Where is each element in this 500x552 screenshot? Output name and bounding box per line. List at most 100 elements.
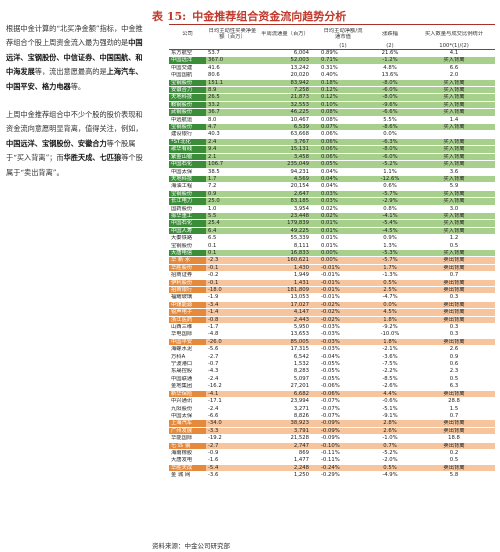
cell-change: -2.0% [367,457,413,464]
cell-net-amount: -5.6 [206,346,259,353]
cell-change: 0.5% [367,279,413,286]
cell-change: -2.2% [367,368,413,375]
cell-ratio-stat: 28.8 [413,398,495,405]
table-row: 振华重工 5.5 23,448 0.02% -4.1% 买入背离 [169,212,495,221]
cell-float: 181,809 [259,287,315,294]
cell-net-amount: 7.2 [206,183,259,190]
cell-float: 4,147 [259,309,315,316]
table-row: 紫金山银 2.1 3,458 0.06% -6.0% 买入背离 [169,153,495,162]
cell-ratio-stat: 5.9 [413,183,495,190]
cell-change: -1.0% [367,435,413,442]
cell-net-ratio: 0.04% [315,168,367,175]
cell-net-ratio: 0.40% [315,72,367,79]
cell-net-ratio: -0.02% [315,309,367,316]
table-row: 华胜股份 -0.1 1,430 -0.01% 1.7% 卖出背离 [169,264,495,273]
cell-float: 55,339 [259,235,315,242]
cell-ratio-stat [413,131,495,138]
cell-company: 武钢股份 [169,109,206,116]
cell-ratio-stat: 卖出背离 [413,464,495,472]
header-net-ratio: 日均主动净额/流通市值 [323,27,363,41]
cell-company: 招商证券 [169,272,206,279]
cell-float: 3,954 [259,205,315,212]
cell-ratio-stat: 0.5 [413,457,495,464]
cell-change: 1.1% [367,168,413,175]
cell-net-amount: -3.4 [206,301,259,309]
cell-change: -1.3% [367,272,413,279]
table-row: 招商银行 -18.0 181,809 -0.01% 2.5% 卖出背离 [169,287,495,295]
cell-company: 九阳股份 [169,405,206,412]
cell-float: 6,539 [259,124,315,131]
cell-ratio-stat: 卖出背离 [413,420,495,427]
cell-net-amount: 1.7 [206,175,259,183]
cell-change: 1.8% [367,316,413,324]
cell-company: 大唐发电 [169,457,206,464]
cell-change: -4.9% [367,472,413,479]
cell-net-amount: -1.7 [206,324,259,331]
cell-net-amount: 36.7 [206,109,259,116]
cell-change: -6.0% [367,153,413,161]
cell-float: 1,430 [259,264,315,272]
cell-ratio-stat: 0.5 [413,375,495,383]
cell-net-ratio: 0.01% [315,227,367,235]
table-row: 华电国际 -4.8 13,653 -0.03% -10.0% 0.3 [169,331,495,339]
cell-company: 海螺水泥 [169,346,206,353]
cell-company: 中国远洋 [169,57,206,64]
cell-net-amount: 6.4 [206,227,259,235]
table-row: 金地集团 -16.2 27,201 -0.06% -2.6% 6.3 [169,383,495,391]
cell-float: 235,049 [259,161,315,168]
cell-change: -5.3% [367,249,413,257]
cell-net-amount: -16.2 [206,383,259,390]
cell-company: 宁波港口 [169,361,206,368]
table-row: *ST北化 2.4 3,767 0.06% -6.3% 买入背离 [169,138,495,147]
cell-net-amount: 1.0 [206,205,259,212]
cell-net-amount: -1.9 [206,294,259,301]
table-row: 中煤能源 -3.4 17,027 -0.02% 0.0% 卖出背离 [169,301,495,310]
cell-company: 广州发展 [169,427,206,435]
cell-net-amount: -2.7 [206,353,259,361]
header-company: 公司 [182,30,193,37]
cell-ratio-stat: 2.3 [413,368,495,375]
cell-float: 2,747 [259,442,315,449]
cell-net-ratio: 0.06% [315,146,367,153]
cell-float: 6,004 [259,50,315,57]
cell-company: 浙江医药 [169,316,206,324]
cell-change: 1.7% [367,264,413,272]
cell-float: 13,242 [259,64,315,72]
cell-float: 85,005 [259,338,315,346]
cell-ratio-stat: 6.6 [413,64,495,72]
cell-company: 新华保险 [169,390,206,398]
cell-net-ratio: -0.02% [315,301,367,309]
cell-net-amount: -17.1 [206,398,259,405]
cell-net-amount: 38.5 [206,168,259,175]
cell-company: 安徽合力 [169,87,206,94]
cell-net-ratio: -0.03% [315,346,367,353]
table-row: 天地科技 26.5 21,873 0.12% -8.0% 买入背离 [169,94,495,102]
table-row: 中国石化 25.4 179,839 0.01% -5.4% 买入背离 [169,220,495,228]
cell-net-ratio: -0.04% [315,353,367,361]
cell-net-ratio: 0.18% [315,79,367,87]
cell-net-amount: 4.7 [206,124,259,131]
fund-flow-table: 公司 日均主动性买卖净金额（百万） 半周流通量（百万） 日均主动净额/流通市值 … [169,24,495,480]
cell-ratio-stat: 卖出背离 [413,309,495,316]
cell-net-ratio: 0.12% [315,87,367,94]
cell-net-ratio: 0.31% [315,64,367,72]
cell-change: -5.7% [367,257,413,264]
cell-net-amount: 106.7 [206,161,259,168]
cell-change: 0.5% [367,464,413,472]
cell-company: 金地集团 [169,383,206,390]
cell-company: 宝钢股份 [169,190,206,198]
cell-ratio-stat: 卖出背离 [413,442,495,449]
cell-float: 1,532 [259,361,315,368]
cell-net-amount: 53.7 [206,50,259,57]
cell-net-ratio: -0.07% [315,398,367,405]
cell-float: 7,258 [259,87,315,94]
cell-company: 中国太保 [169,168,206,175]
table-row: 中国联通 -2.4 5,097 -0.05% -8.5% 0.5 [169,375,495,384]
cell-net-amount: 6.5 [206,235,259,242]
cell-change: -10.0% [367,331,413,338]
table-row: 东方航空 53.7 6,004 0.89% 21.6% 4.1 [169,50,495,58]
cell-float: 6,682 [259,390,315,398]
cell-ratio-stat: 买入背离 [413,175,495,183]
cell-ratio-stat: 1.4 [413,116,495,124]
cell-net-ratio: -0.09% [315,427,367,435]
